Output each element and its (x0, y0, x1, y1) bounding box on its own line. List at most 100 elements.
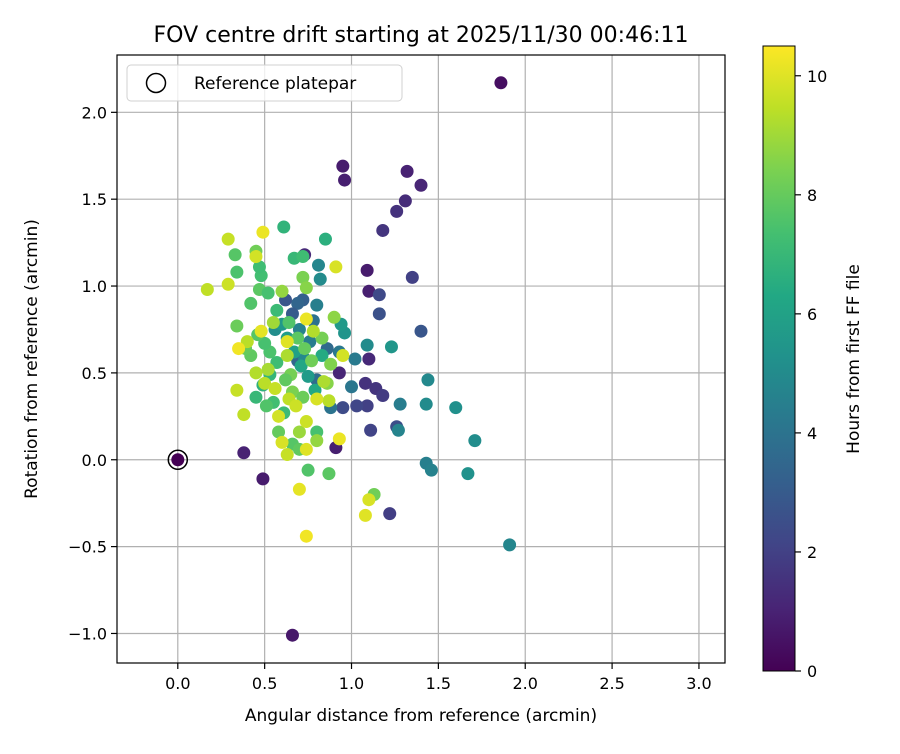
data-point (383, 507, 397, 521)
data-point (376, 388, 390, 402)
data-point (240, 335, 254, 349)
data-point (332, 432, 346, 446)
y-tick-label: 0.0 (82, 451, 107, 470)
data-point (299, 529, 313, 543)
data-point (315, 349, 329, 363)
data-point (306, 324, 320, 338)
data-point (292, 425, 306, 439)
x-tick-label: 2.0 (513, 674, 538, 693)
data-point (332, 366, 346, 380)
data-point (391, 423, 405, 437)
data-point (282, 316, 296, 330)
x-tick-label: 1.0 (339, 674, 364, 693)
y-axis-ticks: −1.0 −0.5 0.0 0.5 1.0 1.5 2.0 (68, 103, 117, 643)
x-axis-ticks: 0.0 0.5 1.0 1.5 2.0 2.5 3.0 (165, 663, 712, 693)
colorbar-tick-label: 2 (807, 543, 817, 562)
data-point (419, 397, 433, 411)
data-point (259, 399, 273, 413)
data-point (280, 349, 294, 363)
data-point (270, 355, 284, 369)
data-point (272, 425, 286, 439)
data-point (322, 467, 336, 481)
data-point (494, 76, 508, 90)
data-point (338, 173, 352, 187)
legend-marker-icon (145, 72, 167, 94)
data-point (249, 366, 263, 380)
data-points (167, 76, 517, 642)
data-point (393, 397, 407, 411)
data-point (317, 375, 331, 389)
data-point (292, 482, 306, 496)
x-tick-label: 2.5 (599, 674, 624, 693)
data-point (305, 354, 319, 368)
plot-frame (116, 54, 726, 664)
x-tick-label: 0.5 (252, 674, 277, 693)
data-point (244, 296, 258, 310)
data-point (327, 310, 341, 324)
data-point (258, 336, 272, 350)
y-tick-label: 2.0 (82, 103, 107, 122)
data-point (372, 307, 386, 321)
data-point (237, 446, 251, 460)
colorbar-tick-label: 10 (807, 67, 827, 86)
data-point (232, 342, 246, 356)
data-point (315, 331, 329, 345)
data-point (299, 442, 313, 456)
data-point (296, 390, 310, 404)
data-point (405, 270, 419, 284)
data-point (503, 538, 517, 552)
reference-point-fill (171, 453, 185, 467)
data-point (362, 284, 376, 298)
data-point (364, 423, 378, 437)
y-tick-label: 0.5 (82, 364, 107, 383)
data-point (249, 250, 263, 264)
data-point (310, 392, 324, 406)
grid-lines (117, 55, 725, 663)
data-point (360, 263, 374, 277)
data-point (268, 382, 282, 396)
data-point (324, 357, 338, 371)
data-point (256, 225, 270, 239)
colorbar-label: Hours from first FF file (844, 264, 864, 454)
data-point (310, 298, 324, 312)
data-point (299, 312, 313, 326)
data-point (299, 415, 313, 429)
chart-title: FOV centre drift starting at 2025/11/30 … (154, 23, 689, 48)
data-point (414, 178, 428, 192)
legend-box (126, 64, 403, 102)
data-point (296, 250, 310, 264)
data-point (230, 319, 244, 333)
data-point (200, 283, 214, 297)
x-tick-label: 1.5 (426, 674, 451, 693)
data-point (336, 349, 350, 363)
data-point (461, 467, 475, 481)
data-point (362, 493, 376, 507)
y-tick-label: 1.0 (82, 277, 107, 296)
data-point (301, 463, 315, 477)
data-point (228, 248, 242, 262)
data-point (376, 223, 390, 237)
data-point (275, 435, 289, 449)
data-point (468, 434, 482, 448)
data-point (221, 232, 235, 246)
y-tick-label: −0.5 (68, 538, 107, 557)
data-point (398, 194, 412, 208)
data-point (285, 628, 299, 642)
reference-platepar-marker (167, 449, 189, 471)
data-point (261, 362, 275, 376)
data-point (252, 260, 266, 274)
data-point (296, 270, 310, 284)
data-point (221, 277, 235, 291)
legend: Reference platepar (126, 64, 403, 102)
data-point (270, 303, 284, 317)
data-point (230, 265, 244, 279)
data-point (362, 352, 376, 366)
data-point (372, 288, 386, 302)
data-point (261, 286, 275, 300)
x-axis-label: Angular distance from reference (arcmin) (245, 706, 597, 726)
data-point (313, 272, 327, 286)
data-point (390, 204, 404, 218)
y-tick-label: 1.5 (82, 190, 107, 209)
data-point (348, 352, 362, 366)
data-point (329, 260, 343, 274)
